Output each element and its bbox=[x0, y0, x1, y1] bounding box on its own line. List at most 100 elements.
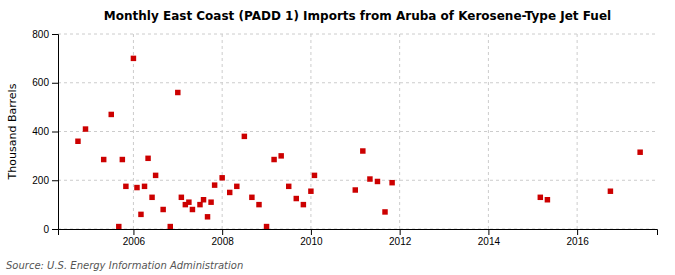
x-tick: 2010 bbox=[300, 229, 323, 247]
point bbox=[134, 185, 139, 190]
point bbox=[234, 184, 239, 189]
point bbox=[375, 179, 380, 184]
x-axis: 2006 2008 2010 2012 2014 2016 bbox=[59, 229, 658, 247]
x-grid-line bbox=[133, 34, 134, 229]
x-tick-mark bbox=[311, 229, 312, 235]
point bbox=[360, 148, 365, 153]
y-grid-line bbox=[58, 180, 657, 181]
point bbox=[242, 134, 247, 139]
x-tick-mark bbox=[488, 229, 489, 235]
point bbox=[637, 149, 642, 154]
x-grid-line bbox=[310, 34, 311, 229]
x-tick: 2012 bbox=[389, 229, 412, 247]
point bbox=[205, 214, 210, 219]
x-tick: 2014 bbox=[478, 229, 501, 247]
point bbox=[201, 197, 206, 202]
title: Monthly East Coast (PADD 1) Imports from… bbox=[104, 9, 611, 23]
y-tick-label: 800 bbox=[32, 29, 49, 40]
point bbox=[123, 184, 128, 189]
y-tick-mark bbox=[52, 229, 58, 230]
x-grid-line bbox=[577, 34, 578, 229]
point bbox=[249, 195, 254, 200]
point bbox=[286, 184, 291, 189]
point bbox=[367, 176, 372, 181]
plot-area: 2006 2008 2010 2012 2014 2016 0 200 400 600 800 bbox=[32, 29, 657, 247]
y-tick-mark bbox=[52, 180, 58, 181]
x-grid-line bbox=[399, 34, 400, 229]
x-tick: 2016 bbox=[567, 229, 590, 247]
point bbox=[227, 190, 232, 195]
y-tick-label: 0 bbox=[43, 224, 49, 235]
point bbox=[149, 195, 154, 200]
y-tick-label: 600 bbox=[32, 77, 49, 88]
point bbox=[153, 173, 158, 178]
point bbox=[294, 196, 299, 201]
y-tick: 600 bbox=[32, 77, 58, 88]
point bbox=[142, 184, 147, 189]
point bbox=[116, 224, 121, 229]
y-axis-line bbox=[52, 35, 59, 230]
y-grid-line bbox=[58, 34, 657, 35]
y-grid-line bbox=[58, 131, 657, 132]
point bbox=[389, 180, 394, 185]
point bbox=[179, 195, 184, 200]
x-tick-label: 2016 bbox=[567, 236, 590, 247]
point bbox=[608, 188, 613, 193]
point bbox=[278, 153, 283, 158]
x-tick-mark bbox=[577, 229, 578, 235]
point bbox=[175, 90, 180, 95]
x-axis-line bbox=[59, 230, 658, 236]
point bbox=[308, 188, 313, 193]
x-tick-mark bbox=[133, 229, 134, 235]
y-tick-label: 400 bbox=[32, 126, 49, 137]
point bbox=[109, 112, 114, 117]
chart: 2006 2008 2010 2012 2014 2016 0 200 400 600 800 Mon… bbox=[0, 0, 675, 275]
point bbox=[301, 202, 306, 207]
x-tick-label: 2010 bbox=[300, 236, 323, 247]
x-tick-label: 2014 bbox=[478, 236, 501, 247]
x-tick-mark bbox=[400, 229, 401, 235]
point bbox=[145, 156, 150, 161]
point bbox=[545, 197, 550, 202]
y-tick-mark bbox=[52, 83, 58, 84]
y-axis: 0 200 400 600 800 bbox=[32, 29, 58, 235]
y-grid-line bbox=[58, 82, 657, 83]
point bbox=[271, 157, 276, 162]
y-tick: 400 bbox=[32, 126, 58, 137]
point bbox=[197, 202, 202, 207]
point bbox=[538, 195, 543, 200]
y-tick-mark bbox=[52, 132, 58, 133]
y-axis-title: Thousand Barrels bbox=[6, 83, 19, 180]
x-tick: 2006 bbox=[123, 229, 146, 247]
point bbox=[212, 182, 217, 187]
point bbox=[138, 212, 143, 217]
point bbox=[168, 224, 173, 229]
x-tick-label: 2012 bbox=[389, 236, 412, 247]
point bbox=[353, 187, 358, 192]
point bbox=[382, 209, 387, 214]
grid bbox=[58, 34, 657, 229]
point bbox=[83, 126, 88, 131]
point bbox=[160, 207, 165, 212]
x-tick-label: 2006 bbox=[123, 236, 146, 247]
y-tick-label: 200 bbox=[32, 175, 49, 186]
x-grid-line bbox=[222, 34, 223, 229]
source: Source: U.S. Energy Information Administ… bbox=[6, 260, 243, 271]
x-tick: 2008 bbox=[212, 229, 235, 247]
point bbox=[131, 56, 136, 61]
point bbox=[256, 202, 261, 207]
point bbox=[101, 157, 106, 162]
x-grid-line bbox=[488, 34, 489, 229]
point bbox=[219, 175, 224, 180]
x-tick-label: 2008 bbox=[212, 236, 235, 247]
point bbox=[120, 157, 125, 162]
point bbox=[186, 199, 191, 204]
point bbox=[208, 199, 213, 204]
y-tick: 200 bbox=[32, 175, 58, 186]
y-tick: 800 bbox=[32, 29, 58, 40]
y-tick: 0 bbox=[43, 224, 58, 235]
point bbox=[264, 224, 269, 229]
point bbox=[312, 173, 317, 178]
y-tick-mark bbox=[52, 34, 58, 35]
point bbox=[190, 207, 195, 212]
